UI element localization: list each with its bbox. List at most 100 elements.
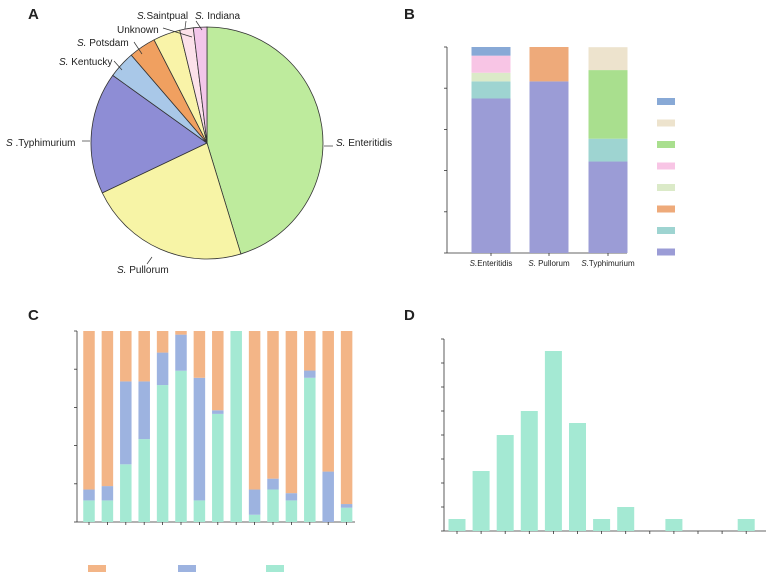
legend-swatch-liaocheng	[657, 248, 675, 256]
pie-name-label-unknown: Unknown	[117, 25, 159, 36]
pie-name-label-potsdam: S. Potsdam	[77, 38, 129, 49]
pie-name-label-indiana: S. Indiana	[195, 11, 240, 22]
bar-segment-resistance	[120, 464, 132, 522]
legend-swatch-intermediate	[178, 565, 196, 572]
bar-segment-liaocheng	[529, 81, 569, 253]
bar-segment-liaocheng	[471, 98, 511, 253]
bar-segment-resistance	[267, 489, 279, 522]
pie-name-label-saintpaul: S.Saintpual	[137, 11, 188, 22]
bar-segment-heze	[588, 47, 628, 71]
pie-name-label-typhimurium: S .Typhimurium	[6, 138, 75, 149]
bar-segment-susceptibility	[138, 331, 150, 382]
bar-segment-resistance	[248, 514, 261, 522]
bar-segment-susceptibility	[267, 331, 279, 479]
x-tick-label: S.Typhimurium	[581, 259, 635, 268]
bar-segment-intermediate	[322, 471, 334, 522]
pie-name-label-kentucky: S. Kentucky	[59, 57, 112, 68]
bar-segment-susceptibility	[285, 331, 298, 494]
legend-swatch-weifang	[657, 227, 675, 234]
bar-segment-susceptibility	[120, 331, 132, 382]
x-tick-label: S. Pullorum	[528, 259, 570, 268]
panel-d-letter: D	[404, 307, 415, 324]
bar-segment-resistance	[230, 331, 242, 522]
bar-segment-susceptibility	[212, 331, 224, 411]
x-tick-label: S.Enteritidis	[470, 259, 513, 268]
bar-segment-resistance	[340, 507, 353, 522]
bar-segment-resistance	[83, 500, 95, 522]
legend-swatch-qingdao	[657, 162, 675, 170]
bar-segment-susceptibility	[175, 331, 187, 335]
bar-segment-yantai	[588, 70, 628, 139]
legend-swatch-zibo	[657, 205, 675, 213]
bar-segment-susceptibility	[322, 331, 334, 472]
bar-segment-susceptibility	[304, 331, 316, 371]
bar	[496, 435, 514, 531]
bar-segment-intermediate	[212, 410, 224, 414]
bar	[617, 507, 635, 531]
pie-leader-line	[133, 41, 143, 55]
bar-segment-jinan	[471, 72, 511, 82]
bar-segment-resistance	[285, 500, 298, 522]
legend-swatch-yantai	[657, 141, 675, 148]
legend-swatch-susceptibility	[88, 565, 106, 572]
bar-segment-resistance	[138, 439, 150, 522]
panel-c-letter: C	[28, 307, 39, 324]
pie-slice-typhimurium	[90, 74, 208, 194]
pie-slice-enteritidis	[206, 26, 324, 255]
bar-segment-intermediate	[193, 377, 206, 501]
bar-segment-susceptibility	[193, 331, 206, 378]
bar-segment-weifang	[588, 138, 628, 162]
legend-swatch-heze	[657, 119, 675, 127]
bar-segment-liaocheng	[588, 161, 628, 253]
bar-segment-qingdao	[471, 55, 511, 73]
bar-segment-intermediate	[138, 381, 150, 440]
bar-segment-resistance	[101, 500, 114, 522]
stacked-bar-chart-susceptibility	[74, 330, 355, 572]
bar	[593, 519, 611, 531]
bar-segment-dongying	[471, 47, 511, 56]
legend-swatch-dongying	[657, 98, 675, 105]
bar-segment-zibo	[529, 47, 569, 82]
bar-segment-susceptibility	[156, 331, 169, 353]
legend-swatch-jinan	[657, 184, 675, 191]
pie-slice-pullorum	[101, 142, 242, 260]
panel-a-letter: A	[28, 6, 39, 23]
bar-segment-susceptibility	[101, 331, 114, 487]
pie-name-label-enteritidis: S. Enteritidis	[336, 138, 392, 149]
bar-segment-resistance	[212, 413, 224, 522]
bar-segment-intermediate	[156, 352, 169, 386]
legend-swatch-resistance	[266, 565, 284, 572]
bar-segment-susceptibility	[248, 331, 261, 490]
bar-segment-intermediate	[285, 493, 298, 501]
bar-segment-resistance	[193, 500, 206, 522]
bar-segment-intermediate	[175, 334, 187, 371]
bar-segment-resistance	[304, 377, 316, 522]
pie-leader-line	[195, 20, 203, 31]
bar-segment-intermediate	[83, 489, 95, 501]
pie-leader-line	[146, 256, 153, 265]
bar	[737, 519, 755, 531]
stacked-bar-chart-region: S.Enteritidis S. Pullorum S.Typhimurium	[444, 46, 675, 268]
bar-segment-weifang	[471, 81, 511, 99]
bar-segment-intermediate	[248, 489, 261, 515]
pie-name-label-pullorum: S. Pullorum	[117, 265, 169, 276]
bar	[544, 351, 562, 531]
bar-segment-intermediate	[340, 504, 353, 508]
bar-segment-susceptibility	[83, 331, 95, 490]
bar	[520, 411, 538, 531]
bar-segment-intermediate	[101, 486, 114, 501]
bar-chart-resistant-classes	[441, 338, 766, 534]
bar-segment-resistance	[175, 370, 187, 522]
pie-leader-line	[113, 60, 123, 71]
bar	[665, 519, 683, 531]
bar	[448, 519, 466, 531]
bar-segment-resistance	[156, 385, 169, 522]
bar	[472, 471, 490, 531]
bar	[569, 423, 586, 531]
bar-segment-intermediate	[120, 381, 132, 465]
pie-chart-serotypes: S. Enteritidis S. Pullorum S .Typhimurium S…	[6, 11, 392, 276]
pie-leader-line	[162, 27, 193, 38]
bar-segment-susceptibility	[340, 331, 353, 505]
bar-segment-intermediate	[267, 478, 279, 490]
